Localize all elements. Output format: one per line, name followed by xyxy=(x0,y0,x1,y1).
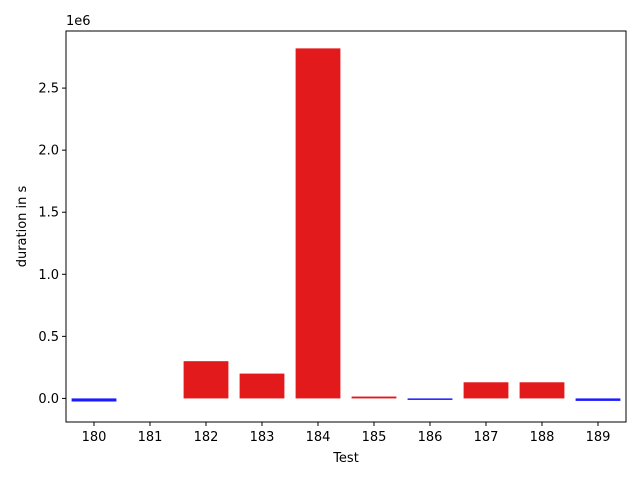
y-tick-label: 0.5 xyxy=(38,330,59,345)
bar-187 xyxy=(463,382,509,399)
bar-183 xyxy=(239,373,285,399)
x-tick-label: 189 xyxy=(586,430,611,445)
x-tick-label: 185 xyxy=(362,430,387,445)
bar-185 xyxy=(351,396,397,399)
y-axis-ticks: 0.0 0.5 1.0 1.5 2.0 2.5 xyxy=(38,82,66,407)
x-tick-label: 183 xyxy=(250,430,275,445)
y-axis-offset-label: 1e6 xyxy=(66,14,91,29)
bar-189 xyxy=(575,398,621,401)
bar-182 xyxy=(183,361,229,399)
x-tick-label: 188 xyxy=(530,430,555,445)
x-tick-label: 187 xyxy=(474,430,499,445)
bar-186 xyxy=(407,398,453,400)
bars-layer xyxy=(71,48,621,402)
y-tick-label: 1.0 xyxy=(38,268,59,283)
x-tick-label: 182 xyxy=(194,430,219,445)
plot-frame xyxy=(65,30,627,423)
y-tick-label: 2.0 xyxy=(38,144,59,159)
x-tick-label: 184 xyxy=(306,430,331,445)
y-tick-label: 1.5 xyxy=(38,206,59,221)
y-axis-label: duration in s xyxy=(15,185,30,267)
x-axis-label: Test xyxy=(332,451,359,466)
x-tick-label: 180 xyxy=(82,430,107,445)
x-tick-label: 186 xyxy=(418,430,443,445)
bar-188 xyxy=(519,382,565,399)
x-tick-label: 181 xyxy=(138,430,163,445)
y-tick-label: 0.0 xyxy=(38,392,59,407)
y-tick-label: 2.5 xyxy=(38,82,59,97)
x-axis-ticks: 180 181 182 183 184 185 186 187 188 189 xyxy=(82,422,611,445)
bar-180 xyxy=(71,398,117,402)
bar-184 xyxy=(295,48,341,399)
